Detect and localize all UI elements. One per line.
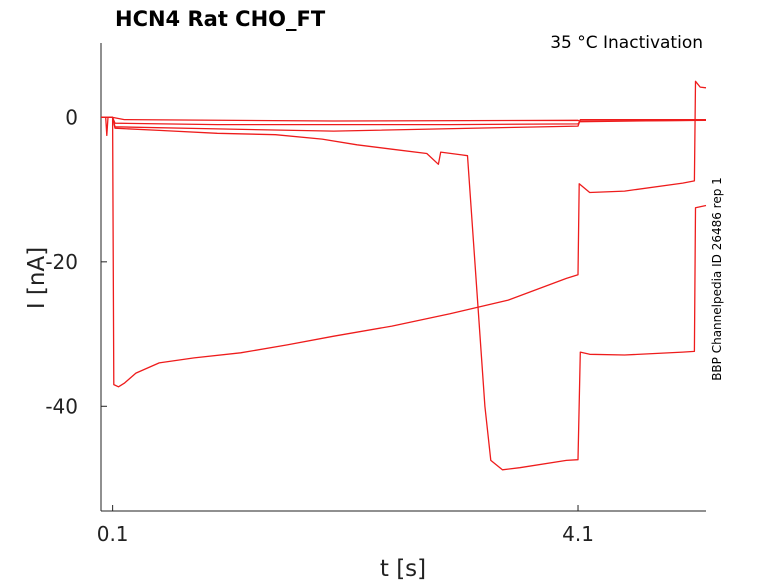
y-axis-label: I [nA] <box>24 247 50 309</box>
current-trace-5 <box>101 80 707 388</box>
y-tick-label: -40 <box>45 394 78 418</box>
x-tick-label: 4.1 <box>562 522 594 546</box>
chart-subtitle: 35 °C Inactivation <box>550 33 703 53</box>
x-tick-label: 0.1 <box>97 522 129 546</box>
y-tick-label: -20 <box>45 250 78 274</box>
channelpedia-id-label: BBP Channelpedia ID 26486 rep 1 <box>710 177 724 381</box>
y-ticks: 0 -20 -40 <box>45 105 107 418</box>
plot-traces <box>101 80 707 471</box>
y-tick-label: 0 <box>65 105 78 129</box>
x-axis-label: t [s] <box>380 556 426 582</box>
current-trace-4 <box>101 116 707 471</box>
chart-title: HCN4 Rat CHO_FT <box>115 7 326 31</box>
x-ticks: 0.1 4.1 <box>97 505 594 546</box>
